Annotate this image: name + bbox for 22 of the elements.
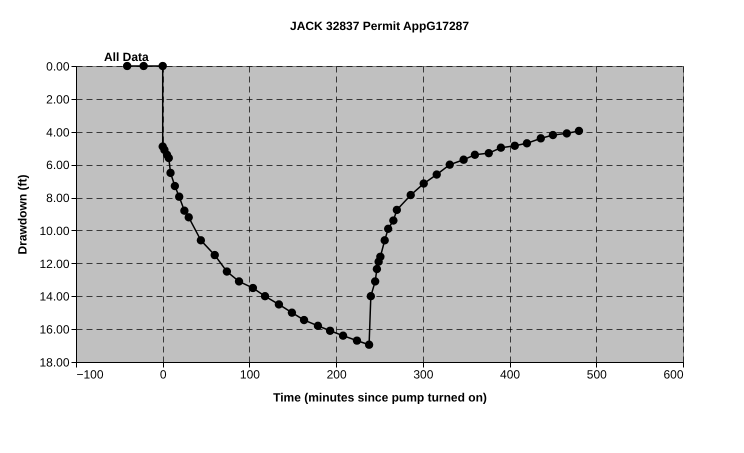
x-tick-label: 100 (240, 368, 260, 382)
y-tick-label: 0.00 (46, 60, 70, 74)
y-tick-label: 6.00 (46, 158, 70, 172)
x-axis-title: Time (minutes since pump turned on) (273, 390, 487, 404)
x-tick-label: 300 (413, 368, 434, 382)
text: All Data (104, 50, 150, 64)
y-tick-label: 2.00 (46, 92, 70, 106)
y-tick-label: 8.00 (46, 191, 70, 206)
y-tick-label: 16.00 (39, 322, 70, 337)
x-tick-label: 400 (500, 368, 520, 382)
chart-title: JACK 32837 Permit AppG17287 (290, 19, 470, 33)
y-tick-label: 12.00 (39, 256, 70, 271)
y-tick-label: 14.00 (39, 290, 70, 304)
x-tick-label: 200 (326, 368, 347, 382)
y-tick-label: 4.00 (46, 125, 70, 140)
y-tick-label: 10.00 (39, 224, 70, 238)
x-tick-label: 600 (663, 368, 684, 382)
y-tick-label: 18.00 (39, 356, 70, 370)
x-tick-label: 0 (160, 368, 167, 382)
x-tick-label: 500 (586, 368, 608, 382)
y-axis-title: Drawdown (ft) (15, 174, 30, 254)
x-tick-label: −100 (76, 368, 104, 382)
